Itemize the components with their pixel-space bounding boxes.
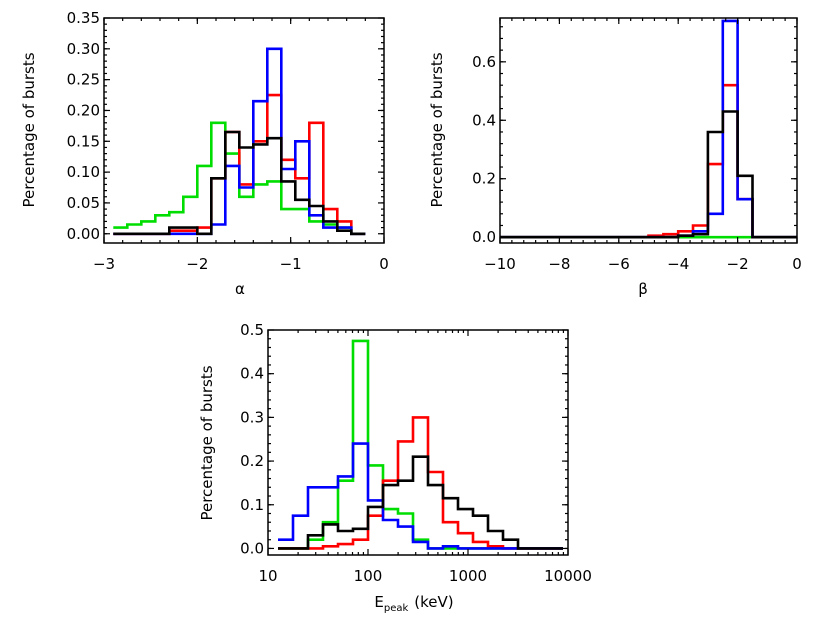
beta-x-axis-label: β <box>638 280 648 298</box>
alpha-y-tick-label: 0.00 <box>67 225 100 243</box>
alpha-y-tick-label: 0.15 <box>67 132 100 150</box>
alpha-series-red <box>113 93 366 236</box>
epeak-x-axis-label: Epeak (keV) <box>374 593 453 614</box>
epeak-series-black <box>278 455 563 550</box>
beta-series-layer <box>500 19 797 239</box>
epeak-x-axis-label-sub: peak <box>384 603 409 614</box>
epeak-y-tick-label: 0.3 <box>240 408 264 426</box>
epeak-series-blue <box>278 442 563 550</box>
alpha-x-tick-label: −3 <box>93 255 115 273</box>
epeak-y-tick-label: 0.1 <box>240 496 264 514</box>
alpha-y-tick-label: 0.20 <box>67 101 100 119</box>
alpha-x-tick-label: −2 <box>186 255 208 273</box>
beta-x-tick-label: −10 <box>484 255 516 273</box>
epeak-y-tick-label: 0.4 <box>240 365 264 383</box>
beta-plot-frame <box>499 17 798 244</box>
beta-x-tick-label: −4 <box>667 255 689 273</box>
epeak-x-axis-label-unit: (keV) <box>414 593 453 611</box>
alpha-x-tick-label: 0 <box>379 255 389 273</box>
epeak-y-tick-label: 0.5 <box>240 321 264 339</box>
epeak-plot-frame <box>267 329 569 556</box>
epeak-x-tick-label: 10 <box>258 567 277 585</box>
alpha-histogram-panel: −3 −2 −1 00.000.050.100.150.200.250.300.35 … <box>20 9 389 298</box>
epeak-y-axis-label: Percentage of bursts <box>198 365 216 520</box>
beta-x-tick-label: 0 <box>792 255 802 273</box>
epeak-series-green <box>278 339 563 550</box>
epeak-ticks: 10 100 1000 10000 0.0 0.1 0.2 0.3 0.4 0.5 <box>240 321 592 585</box>
alpha-x-axis-label: α <box>235 280 245 298</box>
alpha-y-tick-label: 0.30 <box>67 40 100 58</box>
beta-ticks: −10 −8 −6 −4 −2 0 0.0 0.2 0.4 0.6 <box>472 18 802 273</box>
alpha-ticks: −3 −2 −1 0 0.00 0.05 0.10 0.15 0.20 0.25 0.30 0.35 <box>67 9 389 273</box>
epeak-x-axis-label-main: E <box>374 593 383 611</box>
beta-x-tick-label: −2 <box>727 255 749 273</box>
beta-y-tick-label: 0.6 <box>472 53 496 71</box>
epeak-x-tick-label: 1000 <box>449 567 487 585</box>
epeak-y-tick-label: 0.0 <box>240 539 264 557</box>
beta-y-tick-label: 0.0 <box>472 228 496 246</box>
alpha-y-axis-label: Percentage of bursts <box>20 52 38 207</box>
beta-y-tick-label: 0.2 <box>472 170 496 188</box>
beta-histogram-panel: −10 −8 −6 −4 −2 0 0.0 0.2 0.4 0.6 β Percentage of… <box>428 17 802 298</box>
alpha-plot-frame <box>103 17 385 244</box>
epeak-x-tick-label: 10000 <box>544 567 592 585</box>
beta-x-tick-label: −8 <box>548 255 570 273</box>
alpha-x-tick-label: −1 <box>280 255 302 273</box>
beta-x-tick-label: −6 <box>608 255 630 273</box>
alpha-y-tick-label: 0.25 <box>67 71 100 89</box>
beta-series-black <box>500 110 797 239</box>
epeak-y-tick-label: 0.2 <box>240 452 264 470</box>
epeak-histogram-panel: 10 100 1000 10000 0.0 0.1 0.2 0.3 0.4 0.5 Epeak (k… <box>198 321 592 614</box>
epeak-x-tick-label: 100 <box>354 567 383 585</box>
epeak-series-layer <box>278 339 563 550</box>
alpha-series-black <box>113 130 366 236</box>
beta-y-tick-label: 0.4 <box>472 111 496 129</box>
alpha-series-layer <box>113 47 366 236</box>
epeak-series-red <box>278 416 563 550</box>
alpha-y-tick-label: 0.10 <box>67 163 100 181</box>
alpha-y-tick-label: 0.35 <box>67 9 100 27</box>
alpha-y-tick-label: 0.05 <box>67 194 100 212</box>
beta-y-axis-label: Percentage of bursts <box>428 52 446 207</box>
